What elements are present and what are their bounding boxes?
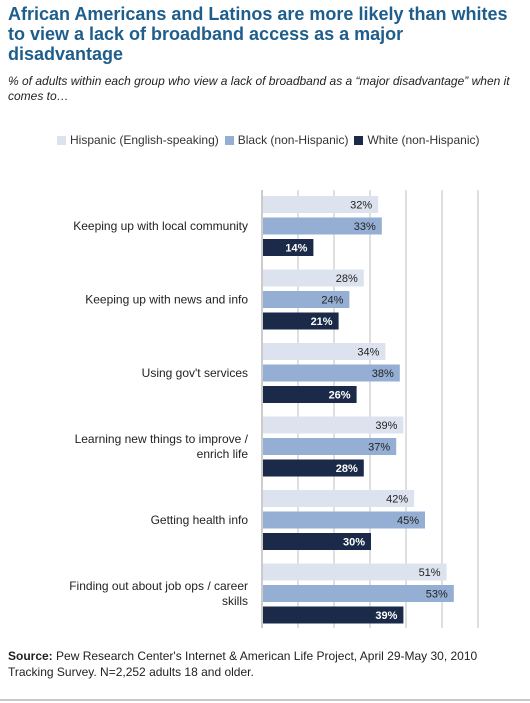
category-label: Keeping up with local community — [73, 219, 248, 233]
category-label-line: Finding out about job ops / career — [69, 579, 248, 593]
data-label-hispanic: 42% — [386, 494, 408, 506]
data-label-black: 33% — [354, 221, 376, 233]
data-label-hispanic: 32% — [350, 200, 372, 212]
legend-label-black: Black (non-Hispanic) — [237, 133, 349, 147]
data-label-hispanic: 34% — [357, 347, 379, 359]
bar-black — [263, 291, 350, 308]
data-label-white: 26% — [329, 390, 351, 402]
category-label: Getting health info — [151, 513, 249, 527]
legend-label-hispanic: Hispanic (English-speaking) — [70, 133, 219, 147]
category-label: Finding out about job ops / career skills — [69, 579, 248, 608]
source-label: Source: — [8, 649, 53, 663]
bottom-rule — [0, 699, 530, 701]
chart-title: African Americans and Latinos are more l… — [8, 4, 508, 64]
bar-hispanic — [263, 269, 364, 287]
bar-hispanic — [263, 343, 386, 360]
legend-item-black: Black (non-Hispanic) — [224, 133, 349, 147]
legend-swatch-black — [224, 135, 234, 145]
category-label-line: Getting health info — [151, 513, 249, 527]
bar-hispanic — [263, 196, 379, 213]
bar-hispanic — [263, 416, 404, 434]
category-label: Keeping up with news and info — [85, 293, 248, 307]
category-label: Using gov't services — [142, 366, 248, 380]
bar-white — [263, 312, 339, 330]
category-label-line: Learning new things to improve / — [75, 432, 249, 446]
legend-item-white: White (non-Hispanic) — [354, 133, 480, 147]
category-label-line: Keeping up with news and info — [85, 293, 248, 307]
category-label-line: Using gov't services — [142, 366, 248, 380]
category-label-line: enrich life — [197, 447, 249, 461]
bar-black — [263, 585, 454, 602]
data-label-black: 38% — [372, 368, 394, 380]
legend-item-hispanic: Hispanic (English-speaking) — [57, 133, 219, 147]
bar-hispanic — [263, 563, 447, 581]
bar-black — [263, 511, 425, 529]
bar-black — [263, 364, 400, 382]
data-label-white: 21% — [311, 316, 333, 328]
legend-swatch-hispanic — [57, 135, 66, 145]
chart-subtitle: % of adults within each group who view a… — [8, 74, 510, 103]
data-label-black: 37% — [368, 442, 390, 454]
data-label-hispanic: 28% — [336, 273, 358, 285]
category-label: Learning new things to improve / enrich l… — [75, 432, 249, 461]
source-note: Source: Pew Research Center's Internet &… — [8, 648, 523, 680]
bar-white — [263, 606, 404, 624]
bar-black — [263, 217, 382, 235]
legend-label-white: White (non-Hispanic) — [367, 133, 480, 147]
data-label-white: 14% — [285, 243, 307, 255]
bar-hispanic — [263, 490, 415, 507]
data-label-black: 24% — [321, 295, 343, 307]
bar-white — [263, 459, 364, 477]
data-label-black: 45% — [397, 515, 419, 527]
bar-black — [263, 438, 397, 455]
bar-chart: Keeping up with local community 32% 33% 14%… — [69, 190, 479, 628]
category-label-line: skills — [222, 594, 248, 608]
source-text: Pew Research Center's Internet & America… — [8, 649, 478, 679]
data-label-white: 39% — [375, 610, 397, 622]
category-label-line: Keeping up with local community — [73, 219, 248, 233]
chart-legend: Hispanic (English-speaking) Black (non-H… — [57, 133, 486, 147]
bar-white — [263, 533, 371, 550]
data-label-white: 30% — [343, 537, 365, 549]
data-label-hispanic: 51% — [419, 567, 441, 579]
legend-swatch-white — [354, 135, 364, 145]
bar-white — [263, 386, 357, 403]
data-label-white: 28% — [336, 463, 358, 475]
bar-white — [263, 239, 314, 256]
data-label-black: 53% — [426, 589, 448, 601]
data-label-hispanic: 39% — [375, 420, 397, 432]
